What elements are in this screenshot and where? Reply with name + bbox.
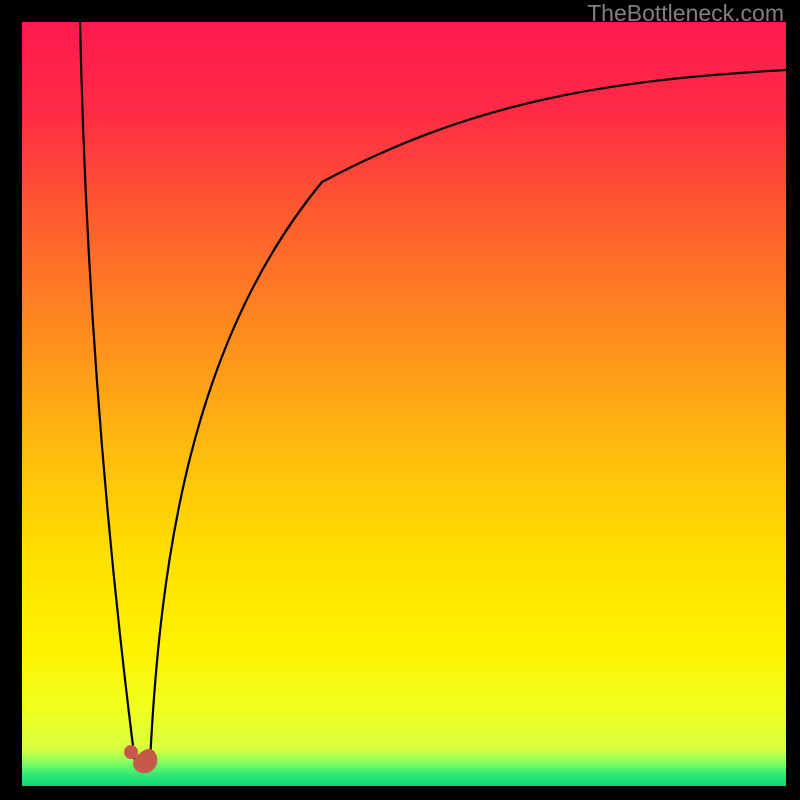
plot-area: [22, 22, 786, 786]
border-right: [786, 0, 800, 800]
border-left: [0, 0, 22, 800]
bottleneck-curve: [22, 22, 786, 786]
curve-left-branch: [80, 22, 135, 762]
curve-right-branch: [150, 70, 786, 762]
watermark-text: TheBottleneck.com: [587, 0, 784, 27]
border-bottom: [0, 786, 800, 800]
chart-frame: TheBottleneck.com: [0, 0, 800, 800]
minimum-blob: [124, 745, 157, 773]
